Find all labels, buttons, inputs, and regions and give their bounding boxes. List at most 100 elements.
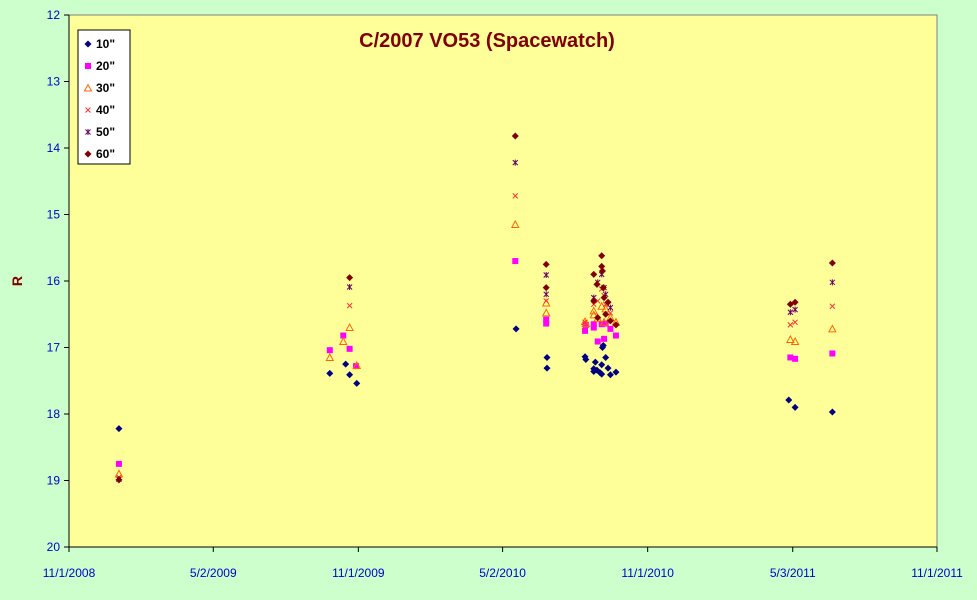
y-tick-label: 20 <box>47 540 61 554</box>
data-point <box>542 284 550 292</box>
data-point <box>602 310 610 318</box>
legend-marker <box>85 129 91 135</box>
data-point <box>790 336 800 346</box>
data-point <box>791 403 799 411</box>
data-point <box>604 364 612 372</box>
data-point <box>612 368 620 376</box>
axes-group: 12 13 14 15 16 17 18 19 20 11/1/2008 5/2/2009 11/1/… <box>43 8 963 580</box>
data-point <box>791 298 799 306</box>
data-point <box>352 363 359 370</box>
data-point <box>338 336 348 346</box>
data-point <box>353 379 361 387</box>
data-point <box>346 302 353 309</box>
data-point <box>594 314 602 322</box>
data-point <box>612 332 619 339</box>
data-point <box>342 360 350 368</box>
data-point <box>598 252 606 260</box>
series-2 <box>115 258 836 467</box>
y-axis-title: R <box>9 276 25 286</box>
data-point <box>512 258 519 265</box>
data-point <box>602 320 609 327</box>
data-point <box>598 370 606 378</box>
data-point <box>787 322 794 328</box>
legend-label: 40" <box>96 103 115 117</box>
data-point <box>792 319 798 326</box>
data-point <box>612 321 620 329</box>
data-point <box>792 306 798 313</box>
data-point <box>593 280 601 288</box>
data-point <box>326 347 333 354</box>
data-point <box>590 321 597 328</box>
data-point <box>828 259 836 267</box>
data-point <box>346 274 354 282</box>
data-point <box>598 361 606 369</box>
data-point <box>598 262 606 270</box>
data-point <box>607 325 614 332</box>
data-point <box>792 355 799 362</box>
data-point <box>582 355 590 363</box>
data-point <box>787 354 794 361</box>
data-point <box>512 193 519 199</box>
data-point <box>600 294 608 302</box>
data-point <box>543 320 550 327</box>
legend-label: 60" <box>96 147 115 161</box>
legend-label: 10" <box>96 37 115 51</box>
data-point <box>345 322 354 332</box>
data-point <box>829 279 836 286</box>
data-point <box>829 303 836 310</box>
y-tick-label: 16 <box>47 274 61 288</box>
data-point <box>510 219 520 228</box>
x-tick-label: 11/1/2011 <box>911 566 963 580</box>
y-tick-label: 12 <box>47 8 61 22</box>
data-point <box>543 272 550 279</box>
legend-marker <box>84 150 92 158</box>
data-point <box>602 353 610 361</box>
data-point <box>607 304 614 311</box>
data-point <box>601 335 608 342</box>
x-tick-label: 5/2/2010 <box>479 566 526 580</box>
data-point <box>606 371 614 379</box>
chart-title: C/2007 VO53 (Spacewatch) <box>359 30 615 52</box>
data-point <box>115 460 122 467</box>
plot-area <box>68 14 938 548</box>
data-point <box>787 309 794 316</box>
data-point <box>543 291 550 298</box>
legend-marker <box>85 63 91 69</box>
data-point <box>511 132 519 140</box>
legend-marker <box>85 107 91 113</box>
data-point <box>340 332 347 339</box>
data-point <box>543 353 551 361</box>
series-1 <box>115 325 836 433</box>
series-6 <box>115 132 836 484</box>
data-point <box>582 319 588 326</box>
marks-group <box>114 132 837 484</box>
x-tick-label: 5/2/2009 <box>190 566 237 580</box>
data-point <box>543 298 550 304</box>
x-tick-label: 11/1/2008 <box>43 566 96 580</box>
data-point <box>589 306 599 315</box>
data-point <box>115 476 123 484</box>
data-point <box>786 334 795 344</box>
legend: 10" 20" 30" 40" 50" 60" <box>77 29 131 165</box>
legend-marker <box>84 40 92 48</box>
data-point <box>352 360 362 369</box>
data-point <box>346 345 353 352</box>
data-point <box>512 159 519 166</box>
legend-label: 50" <box>96 125 115 139</box>
data-point <box>582 327 589 334</box>
data-point <box>594 338 601 345</box>
data-point <box>589 310 599 319</box>
x-tick-label: 11/1/2009 <box>332 566 385 580</box>
data-point <box>590 324 597 331</box>
data-point <box>829 350 836 357</box>
data-point <box>828 408 836 416</box>
data-point <box>346 371 354 379</box>
data-point <box>326 369 334 377</box>
data-point <box>599 284 607 292</box>
y-tick-label: 15 <box>47 208 61 222</box>
y-tick-label: 19 <box>47 474 61 488</box>
data-point <box>346 283 353 290</box>
data-point <box>115 425 123 433</box>
y-tick-label: 18 <box>47 407 61 421</box>
